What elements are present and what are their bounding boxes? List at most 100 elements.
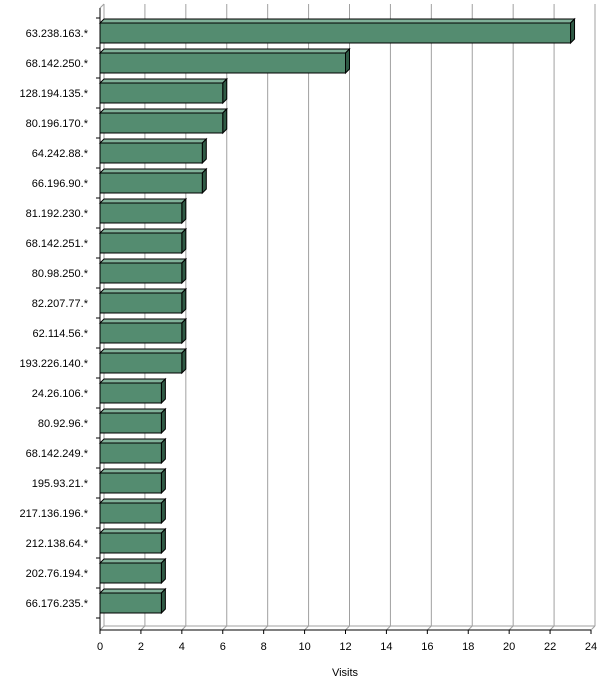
bars-layer bbox=[98, 17, 576, 615]
bar-top-face bbox=[98, 318, 188, 324]
category-label: 212.138.64.* bbox=[26, 538, 89, 550]
category-label: 82.207.77.* bbox=[32, 298, 89, 310]
category-label: 63.238.163.* bbox=[26, 28, 89, 40]
axes-layer bbox=[96, 8, 592, 634]
bar-front-face bbox=[99, 532, 162, 554]
gridline-floor bbox=[222, 625, 228, 631]
x-tick-label: 20 bbox=[503, 641, 515, 653]
bar-top-face bbox=[98, 558, 167, 564]
x-tick-label: 24 bbox=[585, 641, 597, 653]
bar-front-face bbox=[99, 82, 224, 104]
x-tick-label: 16 bbox=[421, 641, 433, 653]
x-tick-label: 22 bbox=[544, 641, 556, 653]
bar-front-face bbox=[99, 352, 183, 374]
bar-front-face bbox=[99, 442, 162, 464]
bar-top-face bbox=[98, 528, 167, 534]
bar-front-face bbox=[99, 142, 203, 164]
bar-front-face bbox=[99, 202, 183, 224]
x-axis-title: Visits bbox=[332, 667, 359, 679]
bar-side-face bbox=[181, 347, 187, 375]
bar-top-face bbox=[98, 138, 208, 144]
bar-side-face bbox=[222, 77, 228, 105]
bar-front-face bbox=[99, 292, 183, 314]
bar-top-face bbox=[98, 288, 188, 294]
gridline-floor bbox=[508, 625, 514, 631]
bar-side-face bbox=[160, 557, 166, 585]
bar-side-face bbox=[160, 587, 166, 615]
gridline-floor bbox=[549, 625, 555, 631]
gridline-floor bbox=[304, 625, 309, 631]
bar-top-face bbox=[98, 468, 167, 474]
bar-front-face bbox=[99, 502, 162, 524]
bar bbox=[98, 107, 228, 135]
bar-side-face bbox=[181, 227, 187, 255]
category-label: 193.226.140.* bbox=[19, 358, 88, 370]
category-label: 66.176.235.* bbox=[26, 598, 89, 610]
category-label: 202.76.194.* bbox=[26, 568, 89, 580]
bar bbox=[98, 257, 188, 285]
x-tick-label: 12 bbox=[339, 641, 351, 653]
bar-top-face bbox=[98, 168, 208, 174]
bar-top-face bbox=[98, 108, 228, 114]
bar-front-face bbox=[99, 22, 572, 44]
x-tick-label: 18 bbox=[462, 641, 474, 653]
x-tick-label: 2 bbox=[138, 641, 144, 653]
bar-side-face bbox=[160, 437, 166, 465]
gridline-floor bbox=[140, 625, 146, 631]
category-label: 68.142.251.* bbox=[26, 238, 89, 250]
bar-top-face bbox=[98, 228, 188, 234]
bar-side-face bbox=[201, 137, 207, 165]
bar-side-face bbox=[160, 407, 166, 435]
category-label: 64.242.88.* bbox=[32, 148, 89, 160]
bar bbox=[98, 167, 208, 195]
labels-layer: 0 2 4 6 8 10 12 14 16 18 20 22 2463.238.163.*68.142.… bbox=[19, 28, 597, 653]
bar-side-face bbox=[570, 17, 576, 45]
bar-front-face bbox=[99, 562, 162, 584]
bar-side-face bbox=[181, 257, 187, 285]
bar-top-face bbox=[98, 378, 167, 384]
bar-top-face bbox=[98, 438, 167, 444]
bar-top-face bbox=[98, 258, 188, 264]
x-tick-label: 10 bbox=[298, 641, 310, 653]
bar-front-face bbox=[99, 232, 183, 254]
bar-side-face bbox=[181, 197, 187, 225]
bar-front-face bbox=[99, 412, 162, 434]
x-tick-label: 4 bbox=[179, 641, 185, 653]
category-label: 62.114.56.* bbox=[33, 328, 89, 340]
gridline-floor bbox=[467, 625, 473, 631]
bar bbox=[98, 137, 208, 165]
bar-side-face bbox=[160, 527, 166, 555]
gridline-floor bbox=[386, 625, 391, 631]
bar-top-face bbox=[98, 48, 351, 54]
bar bbox=[98, 227, 188, 255]
bar bbox=[98, 287, 188, 315]
category-label: 68.142.249.* bbox=[26, 448, 89, 460]
gridline-floor bbox=[181, 625, 187, 631]
bar-front-face bbox=[99, 52, 346, 74]
bar bbox=[98, 437, 167, 465]
category-label: 80.196.170.* bbox=[26, 118, 89, 130]
bar-side-face bbox=[345, 47, 350, 75]
grid-layer bbox=[99, 3, 596, 631]
category-label: 128.194.135.* bbox=[19, 88, 88, 100]
bar-side-face bbox=[222, 107, 228, 135]
bar bbox=[98, 557, 167, 585]
category-label: 66.196.90.* bbox=[32, 178, 89, 190]
bar bbox=[98, 377, 167, 405]
category-label: 80.98.250.* bbox=[32, 268, 89, 280]
bar bbox=[98, 17, 576, 45]
bar bbox=[98, 587, 167, 615]
bar bbox=[98, 407, 167, 435]
bar bbox=[98, 467, 167, 495]
bar-side-face bbox=[201, 167, 207, 195]
bar-side-face bbox=[160, 467, 166, 495]
gridline-floor bbox=[590, 625, 596, 631]
bar-top-face bbox=[98, 588, 167, 594]
bar-top-face bbox=[98, 198, 188, 204]
bar-top-face bbox=[98, 78, 228, 84]
bar bbox=[98, 527, 167, 555]
category-label: 68.142.250.* bbox=[26, 58, 89, 70]
bar-front-face bbox=[99, 382, 162, 404]
bar-front-face bbox=[99, 322, 183, 344]
